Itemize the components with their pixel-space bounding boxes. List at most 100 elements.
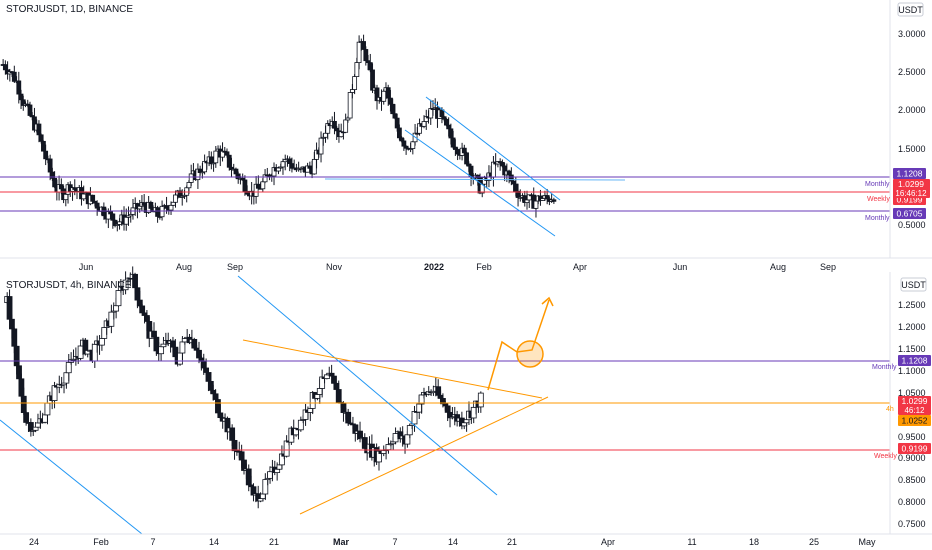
candle-body: [229, 427, 236, 441]
candle-body: [115, 290, 122, 307]
candle-body: [352, 76, 358, 90]
candle-body: [361, 41, 366, 50]
candle-body: [233, 168, 239, 175]
daily-plot-area[interactable]: [0, 0, 890, 258]
candle-body: [328, 372, 335, 377]
price-axis-tick-label: 2.5000: [898, 67, 926, 77]
level-name-label: Monthly: [872, 364, 897, 371]
candle-body: [170, 201, 176, 206]
candle-body: [323, 132, 328, 138]
candle-body: [297, 419, 304, 431]
h4-currency-badge[interactable]: [900, 277, 927, 292]
daily-currency-badge[interactable]: [897, 2, 924, 17]
daily-price-axis-ticks: 3.0000 2.5000 2.0000 1.5000 0.5000: [898, 29, 926, 230]
price-axis-tick-label: 0.9500: [898, 432, 926, 442]
candle-body: [63, 372, 70, 384]
candle-body: [392, 433, 399, 443]
candle-body: [506, 170, 512, 176]
candle-body: [110, 213, 116, 221]
target-circle: [516, 340, 544, 368]
time-axis-tick-label: 25: [809, 537, 819, 547]
level-value-text: 1.0252: [902, 416, 928, 426]
candle-body: [2, 64, 8, 71]
h4-candles: [4, 266, 484, 509]
time-axis-tick-label: 7: [392, 537, 397, 547]
candle-body: [132, 273, 138, 289]
candle-body: [428, 108, 434, 119]
descending-trend-line-left: [0, 419, 143, 535]
h4-time-axis-ticks: 24 Feb 7 14 21 Mar 7 14 21 Apr 11 18 25 May: [29, 537, 876, 547]
candle-body: [200, 360, 207, 369]
candle-body: [544, 195, 550, 200]
daily-chart-pane[interactable]: STORJUSDT, 1D, BINANCE USDT 3.0000 2.5000…: [0, 0, 932, 272]
candle-body: [41, 140, 46, 152]
time-axis-tick-label: Mar: [333, 537, 350, 547]
candle-body: [196, 349, 202, 359]
candle-body: [450, 137, 456, 148]
candle-body: [333, 382, 340, 390]
level-value-tag: [898, 415, 931, 426]
time-axis-tick-label: Apr: [573, 262, 587, 272]
candle-body: [381, 90, 387, 102]
daily-time-axis-ticks: Jun Aug Sep Nov 2022 Feb Apr Jun Aug Sep: [79, 262, 836, 272]
daily-currency-label: USDT: [898, 5, 923, 15]
candle-body: [332, 120, 337, 129]
level-value-text: 1.1208: [897, 169, 923, 179]
candle-body: [164, 205, 169, 209]
time-axis-tick-label: Sep: [820, 262, 836, 272]
daily-level-labels: Monthly Weekly Monthly 1.1208 0.9199 0.6705 1.…: [865, 168, 930, 222]
candle-body: [354, 62, 360, 77]
candle-body: [81, 193, 87, 200]
level-value-tag: [898, 355, 931, 366]
candle-body: [388, 97, 393, 105]
candle-body: [511, 180, 516, 185]
candle-body: [113, 305, 120, 312]
candle-body: [370, 69, 375, 91]
candle-body: [158, 346, 165, 355]
candle-body: [242, 179, 248, 192]
candle-body: [260, 181, 266, 190]
time-axis-tick-label: 21: [507, 537, 517, 547]
level-value-tag: [893, 168, 926, 179]
candle-body: [276, 464, 283, 470]
candle-body: [390, 103, 396, 115]
candle-body: [101, 327, 108, 339]
candle-body: [410, 141, 416, 149]
candle-body: [136, 299, 143, 307]
candle-body: [437, 394, 444, 399]
candle-body: [335, 389, 342, 403]
candle-body: [363, 49, 369, 62]
candle-body: [177, 352, 183, 365]
candle-body: [58, 184, 64, 190]
candle-body: [210, 389, 217, 395]
candle-body: [508, 174, 514, 182]
candle-body: [27, 104, 33, 116]
candle-body: [435, 386, 442, 396]
daily-drawings: [0, 96, 890, 237]
candle-body: [399, 137, 405, 142]
candle-body: [311, 158, 317, 175]
candle-body: [411, 411, 418, 425]
candle-body: [212, 393, 219, 400]
time-axis-tick-label: 24: [29, 537, 39, 547]
candle-body: [141, 202, 147, 206]
daily-candles: [0, 34, 557, 232]
candle-body: [231, 439, 238, 452]
h4-chart-pane[interactable]: STORJUSDT, 4h, BINANCE USDT 1.2500 1.2000…: [0, 266, 932, 547]
candle-body: [455, 149, 461, 155]
candle-body: [123, 216, 129, 225]
candle-body: [448, 128, 454, 139]
candle-body: [99, 338, 105, 346]
candle-body: [20, 395, 27, 413]
candle-body: [461, 147, 467, 154]
candle-body: [139, 305, 146, 314]
level-name-label: Monthly: [865, 215, 890, 222]
level-value-text: 1.1208: [902, 356, 928, 366]
candle-body: [35, 422, 41, 428]
candle-body: [446, 124, 452, 130]
candle-body: [367, 62, 373, 71]
h4-currency-label: USDT: [901, 280, 926, 290]
candle-body: [461, 422, 468, 427]
triangle-lower-line: [299, 396, 549, 515]
